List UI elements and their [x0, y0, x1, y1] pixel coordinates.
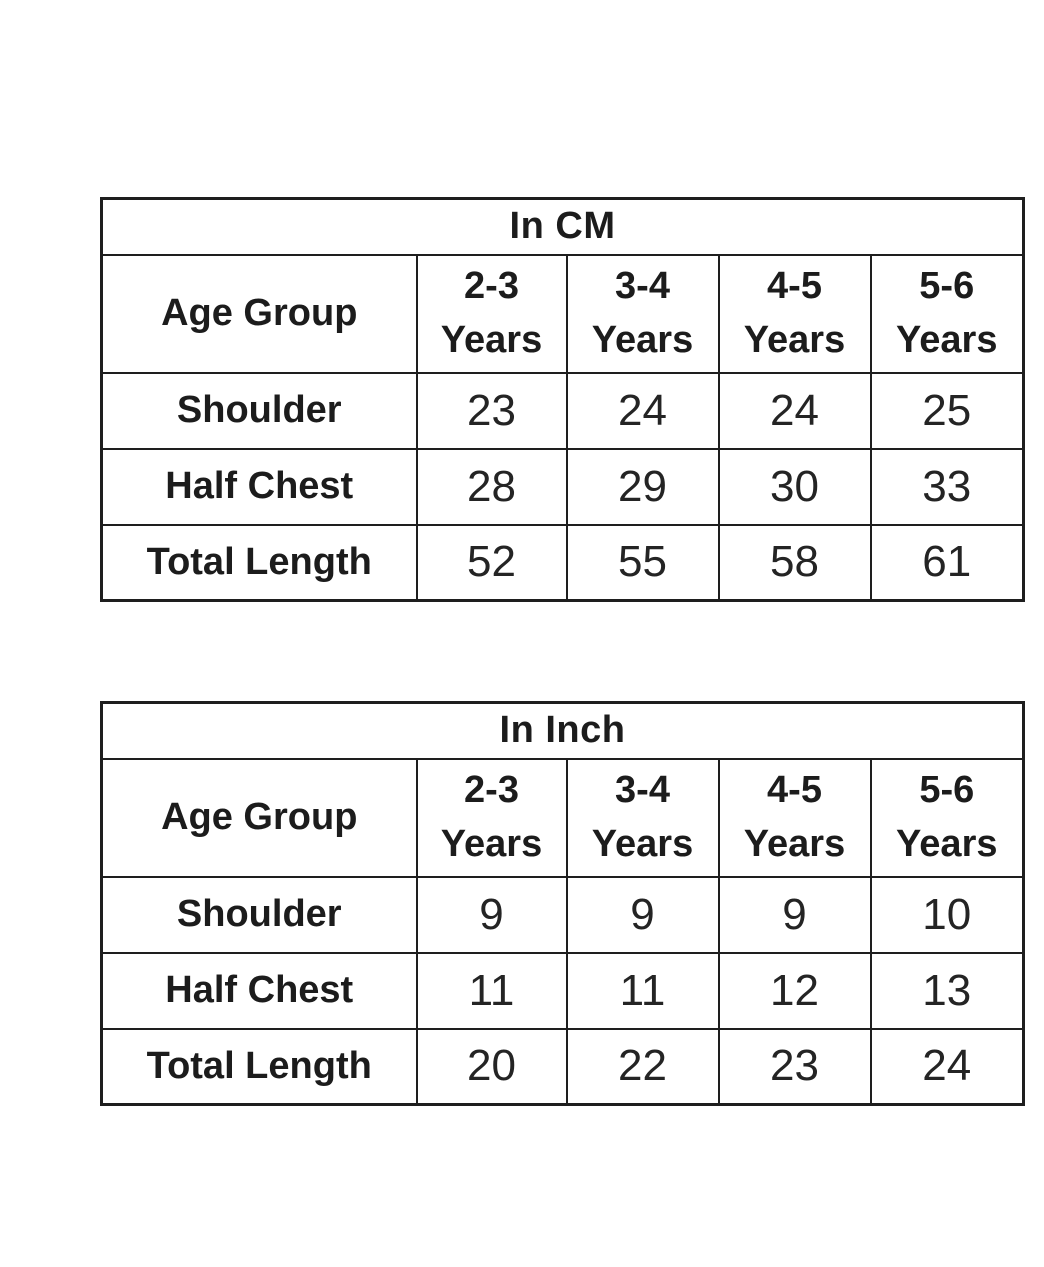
size-chart-table-cm: In CM Age Group 2-3 Years 3-4 Years 4-5 …: [100, 197, 1026, 602]
column-header: 5-6 Years: [869, 757, 1025, 878]
value-cell: 61: [869, 523, 1025, 602]
value-cell: 13: [869, 951, 1025, 1030]
value-cell: 33: [869, 447, 1025, 526]
row-label: Total Length: [100, 1027, 418, 1106]
value-cell: 52: [415, 523, 568, 602]
value-cell: 28: [415, 447, 568, 526]
column-header-unit: Years: [591, 318, 694, 361]
value-cell: 25: [869, 371, 1025, 450]
column-header: 2-3 Years: [415, 757, 568, 878]
column-header: 2-3 Years: [415, 253, 568, 374]
table-row: Half Chest 11 11 12 13: [100, 951, 1025, 1030]
age-group-header: Age Group: [100, 757, 418, 878]
column-header-unit: Years: [440, 822, 543, 865]
value-cell: 12: [717, 951, 872, 1030]
value-cell: 9: [717, 875, 872, 954]
column-header-range: 4-5: [767, 264, 822, 307]
age-group-header: Age Group: [100, 253, 418, 374]
value-cell: 58: [717, 523, 872, 602]
column-header-range: 3-4: [615, 264, 670, 307]
value-cell: 29: [565, 447, 720, 526]
row-label: Shoulder: [100, 371, 418, 450]
row-label: Half Chest: [100, 951, 418, 1030]
column-header: 4-5 Years: [717, 253, 872, 374]
table-row: Shoulder 9 9 9 10: [100, 875, 1025, 954]
column-header-range: 2-3: [464, 768, 519, 811]
column-header-range: 3-4: [615, 768, 670, 811]
table-header-row: Age Group 2-3 Years 3-4 Years 4-5 Years …: [100, 757, 1025, 878]
column-header: 4-5 Years: [717, 757, 872, 878]
column-header-unit: Years: [896, 318, 998, 361]
value-cell: 11: [565, 951, 720, 1030]
column-header: 5-6 Years: [869, 253, 1025, 374]
value-cell: 24: [869, 1027, 1025, 1106]
column-header-unit: Years: [743, 822, 846, 865]
table-row: Shoulder 23 24 24 25: [100, 371, 1025, 450]
column-header-unit: Years: [896, 822, 998, 865]
table-row: Half Chest 28 29 30 33: [100, 447, 1025, 526]
row-label: Shoulder: [100, 875, 418, 954]
column-header-unit: Years: [591, 822, 694, 865]
table-title-row: In Inch: [100, 701, 1025, 760]
value-cell: 23: [415, 371, 568, 450]
row-label: Total Length: [100, 523, 418, 602]
size-chart-table-inch: In Inch Age Group 2-3 Years 3-4 Years 4-…: [100, 701, 1026, 1106]
column-header-range: 2-3: [464, 264, 519, 307]
value-cell: 9: [565, 875, 720, 954]
value-cell: 23: [717, 1027, 872, 1106]
value-cell: 9: [415, 875, 568, 954]
value-cell: 30: [717, 447, 872, 526]
value-cell: 11: [415, 951, 568, 1030]
column-header-unit: Years: [440, 318, 543, 361]
table-row: Total Length 20 22 23 24: [100, 1027, 1025, 1106]
value-cell: 10: [869, 875, 1025, 954]
column-header-range: 5-6: [919, 264, 975, 307]
value-cell: 22: [565, 1027, 720, 1106]
row-label: Half Chest: [100, 447, 418, 526]
value-cell: 20: [415, 1027, 568, 1106]
column-header-range: 4-5: [767, 768, 822, 811]
column-header-unit: Years: [743, 318, 846, 361]
table-title: In CM: [100, 197, 1025, 256]
table-header-row: Age Group 2-3 Years 3-4 Years 4-5 Years …: [100, 253, 1025, 374]
column-header-range: 5-6: [919, 768, 975, 811]
table-title: In Inch: [100, 701, 1025, 760]
value-cell: 24: [717, 371, 872, 450]
table-title-row: In CM: [100, 197, 1025, 256]
value-cell: 55: [565, 523, 720, 602]
table-row: Total Length 52 55 58 61: [100, 523, 1025, 602]
column-header: 3-4 Years: [565, 253, 720, 374]
column-header: 3-4 Years: [565, 757, 720, 878]
value-cell: 24: [565, 371, 720, 450]
